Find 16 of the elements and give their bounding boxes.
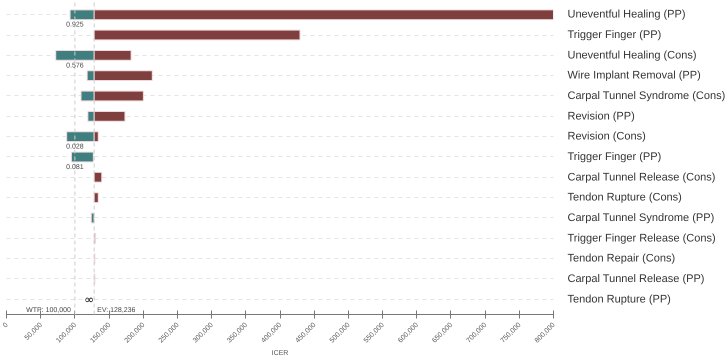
y-tick-label: Revision (Cons) [568, 130, 646, 143]
y-tick-label: Tendon Rupture (PP) [568, 293, 671, 306]
y-tick-label: Carpal Tunnel Syndrome (Cons) [568, 90, 726, 102]
y-tick-label: Carpal Tunnel Syndrome (PP) [568, 212, 714, 224]
y-tick-label: Trigger Finger (PP) [568, 150, 662, 163]
y-tick-label: Revision (PP) [568, 110, 635, 122]
annotation: ∞ [84, 292, 94, 306]
y-tick-label: Tendon Rupture (Cons) [568, 192, 682, 204]
y-tick-label: Uneventful Healing (Cons) [568, 49, 697, 62]
y-tick-label: Trigger Finger Release (Cons) [568, 232, 716, 244]
y-tick-label: Uneventful Healing (PP) [568, 8, 686, 21]
y-tick-label: Trigger Finger (PP) [568, 29, 662, 42]
y-tick-label: Carpal Tunnel Release (Cons) [568, 171, 716, 184]
y-tick-label: Wire Implant Removal (PP) [568, 70, 701, 82]
y-tick-label: Carpal Tunnel Release (PP) [568, 272, 704, 285]
y-tick-label: Tendon Repair (Cons) [568, 252, 676, 265]
